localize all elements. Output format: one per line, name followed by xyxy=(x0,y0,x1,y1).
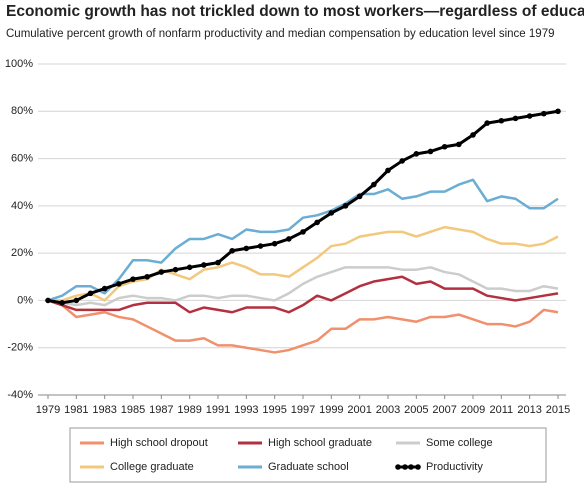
series-line xyxy=(47,266,559,307)
data-point xyxy=(144,273,150,280)
legend-marker xyxy=(395,464,401,470)
x-tick-label: 1987 xyxy=(149,404,173,416)
data-point xyxy=(328,210,335,216)
x-tick-label: 1985 xyxy=(121,404,145,416)
data-point xyxy=(456,141,462,148)
data-point xyxy=(526,113,533,119)
series-line xyxy=(47,299,559,354)
x-tick-label: 2011 xyxy=(490,404,514,416)
data-point xyxy=(87,290,94,297)
data-point xyxy=(512,115,519,122)
series-line xyxy=(47,275,559,314)
data-point xyxy=(314,219,320,226)
legend-marker xyxy=(415,464,421,470)
data-point xyxy=(342,203,349,209)
data-point xyxy=(385,167,391,174)
data-point xyxy=(59,299,65,306)
data-point xyxy=(116,281,122,287)
x-tick-label: 2009 xyxy=(461,404,485,416)
y-tick-label: 20% xyxy=(11,247,33,259)
legend-box xyxy=(69,427,547,483)
series-line xyxy=(47,178,559,302)
x-tick-label: 2007 xyxy=(432,404,456,416)
data-point xyxy=(186,264,193,271)
series-line xyxy=(47,109,559,305)
data-point xyxy=(371,181,377,188)
y-tick-label: 100% xyxy=(5,58,33,70)
data-point xyxy=(172,266,179,273)
x-tick-label: 2013 xyxy=(517,404,541,416)
data-point xyxy=(399,158,405,164)
data-point xyxy=(229,247,235,254)
x-tick-label: 1999 xyxy=(319,404,343,416)
legend-marker xyxy=(408,464,414,470)
data-point xyxy=(498,117,505,124)
x-tick-label: 2001 xyxy=(347,404,371,416)
data-point xyxy=(484,120,490,126)
x-tick-label: 1991 xyxy=(206,404,230,416)
data-point xyxy=(257,243,264,249)
y-tick-label: 60% xyxy=(11,152,33,164)
legend-label: High school dropout xyxy=(110,437,208,449)
data-point xyxy=(158,269,165,275)
x-tick-label: 1995 xyxy=(262,404,286,416)
data-point xyxy=(300,229,306,235)
legend-marker xyxy=(402,464,408,470)
series-line xyxy=(48,225,559,302)
x-tick-label: 1997 xyxy=(291,404,315,416)
data-point xyxy=(356,193,363,200)
data-point xyxy=(427,148,434,155)
data-point xyxy=(555,108,561,115)
x-tick-label: 1989 xyxy=(177,404,201,416)
x-tick-label: 1983 xyxy=(92,404,116,416)
data-point xyxy=(541,110,547,117)
data-point xyxy=(441,143,448,150)
data-point xyxy=(470,132,476,138)
y-tick-label: 0% xyxy=(17,294,33,306)
x-tick-label: 1981 xyxy=(64,404,88,416)
y-tick-label: 80% xyxy=(11,105,33,117)
x-tick-label: 2015 xyxy=(546,404,570,416)
x-tick-label: 2005 xyxy=(404,404,428,416)
legend-label: Graduate school xyxy=(268,461,349,473)
y-tick-label: -20% xyxy=(7,342,33,354)
chart-title: Economic growth has not trickled down to… xyxy=(6,3,584,20)
data-point xyxy=(101,285,108,292)
y-tick-label: 40% xyxy=(11,200,33,212)
x-tick-label: 2003 xyxy=(376,404,400,416)
legend-label: Some college xyxy=(426,437,493,449)
x-tick-label: 1993 xyxy=(234,404,258,416)
data-point xyxy=(45,297,51,304)
data-point xyxy=(286,236,292,242)
data-point xyxy=(243,245,250,252)
legend-label: Productivity xyxy=(426,461,483,473)
data-point xyxy=(215,259,221,266)
legend-label: College graduate xyxy=(110,461,194,473)
x-tick-label: 1979 xyxy=(36,404,60,416)
data-point xyxy=(413,151,420,157)
y-tick-label: -40% xyxy=(7,389,33,401)
legend-label: High school graduate xyxy=(268,437,372,449)
data-point xyxy=(73,297,80,304)
data-point xyxy=(130,276,136,282)
data-point xyxy=(271,240,278,247)
data-point xyxy=(201,262,207,268)
chart-subtitle: Cumulative percent growth of nonfarm pro… xyxy=(6,28,554,40)
